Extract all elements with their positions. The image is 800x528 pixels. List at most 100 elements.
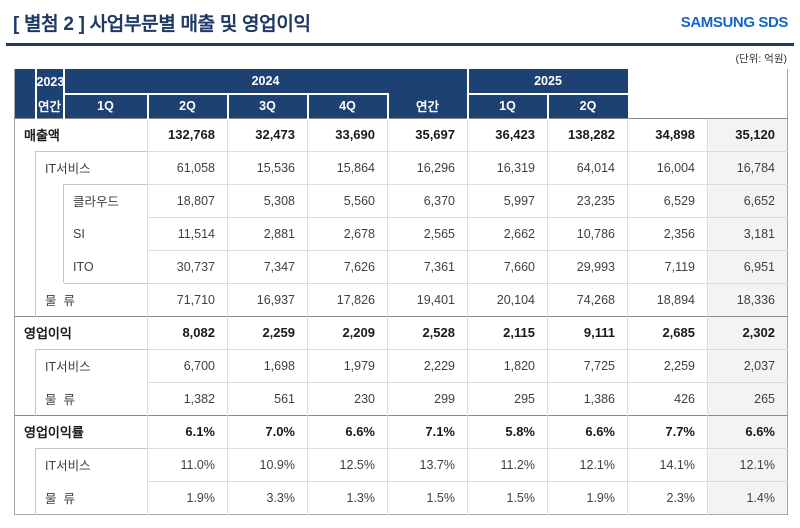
value-cell: 5.8% (467, 414, 548, 448)
indent-guide (35, 217, 64, 250)
value-cell: 34,898 (627, 117, 708, 151)
indent-guide (14, 349, 36, 382)
value-cell: 6,370 (387, 183, 468, 217)
value-cell: 7,119 (627, 249, 708, 283)
value-cell: 1,979 (307, 348, 388, 382)
period-header: 2Q (147, 93, 229, 118)
value-cell: 6.1% (147, 414, 228, 448)
value-cell: 2,302 (707, 315, 788, 349)
value-cell: 64,014 (547, 150, 628, 184)
indent-guide (35, 184, 64, 217)
table-row: ITO 30,737 7,347 7,626 7,361 7,660 29,993 7,119… (14, 249, 788, 283)
value-cell: 2.3% (627, 480, 708, 514)
value-cell: 10,786 (547, 216, 628, 250)
value-cell: 11,514 (147, 216, 228, 250)
value-cell: 561 (227, 381, 308, 415)
indent-guide (14, 151, 36, 184)
value-cell: 15,536 (227, 150, 308, 184)
period-header: 1Q (63, 93, 149, 118)
value-cell: 7,347 (227, 249, 308, 283)
value-cell: 1,386 (547, 381, 628, 415)
value-cell: 16,296 (387, 150, 468, 184)
value-cell: 6.6% (307, 414, 388, 448)
row-label: 클라우드 (63, 183, 148, 217)
value-cell: 2,678 (307, 216, 388, 250)
value-cell: 7,660 (467, 249, 548, 283)
indent-guide (14, 217, 36, 250)
value-cell: 8,082 (147, 315, 228, 349)
value-cell: 2,685 (627, 315, 708, 349)
value-cell: 2,037 (707, 348, 788, 382)
value-cell: 16,784 (707, 150, 788, 184)
value-cell: 1.5% (467, 480, 548, 514)
value-cell: 35,697 (387, 117, 468, 151)
indent-guide (14, 448, 36, 481)
value-cell: 16,004 (627, 150, 708, 184)
value-cell: 35,120 (707, 117, 788, 151)
page-header: [ 별첨 2 ] 사업부문별 매출 및 영업이익 SAMSUNG SDS (12, 9, 788, 36)
table-row: SI 11,514 2,881 2,678 2,565 2,662 10,786 2,356 3… (14, 216, 788, 250)
value-cell: 12.5% (307, 447, 388, 481)
period-header: 3Q (227, 93, 309, 118)
value-cell: 6,951 (707, 249, 788, 283)
value-cell: 71,710 (147, 282, 228, 316)
page-title: [ 별첨 2 ] 사업부문별 매출 및 영업이익 (13, 14, 311, 35)
value-cell: 2,881 (227, 216, 308, 250)
table-row: IT서비스 6,700 1,698 1,979 2,229 1,820 7,725 2,259… (14, 348, 788, 382)
row-label: 물 류 (45, 491, 75, 506)
row-label: SI (73, 226, 85, 241)
value-cell: 16,937 (227, 282, 308, 316)
value-cell: 1.4% (707, 480, 788, 514)
value-cell: 5,308 (227, 183, 308, 217)
value-cell: 17,826 (307, 282, 388, 316)
value-cell: 7.0% (227, 414, 308, 448)
value-cell: 132,768 (147, 117, 228, 151)
value-cell: 7,626 (307, 249, 388, 283)
value-cell: 2,662 (467, 216, 548, 250)
value-cell: 13.7% (387, 447, 468, 481)
value-cell: 2,259 (627, 348, 708, 382)
value-cell: 299 (387, 381, 468, 415)
period-header: 연간 (35, 94, 65, 118)
row-label: 매출액 (14, 117, 148, 151)
value-cell: 9,111 (547, 315, 628, 349)
table-header: 2023 2024 2025 연간 1Q 2Q 3Q 4Q 연간 1Q 2Q (14, 69, 788, 118)
indent-guide (35, 250, 64, 283)
table-row: IT서비스 11.0% 10.9% 12.5% 13.7% 11.2% 12.1% 14.1%… (14, 447, 788, 481)
row-label: 영업이익 (14, 315, 148, 349)
indent-guide (14, 250, 36, 283)
table-row: 물 류 1.9% 3.3% 1.3% 1.5% 1.5% 1.9% 2.3% 1.4% (14, 480, 788, 514)
value-cell: 18,807 (147, 183, 228, 217)
value-cell: 7,361 (387, 249, 468, 283)
value-cell: 30,737 (147, 249, 228, 283)
value-cell: 6.6% (707, 414, 788, 448)
value-cell: 2,565 (387, 216, 468, 250)
value-cell: 74,268 (547, 282, 628, 316)
value-cell: 1.5% (387, 480, 468, 514)
value-cell: 10.9% (227, 447, 308, 481)
value-cell: 5,560 (307, 183, 388, 217)
segment-financials-table: 2023 2024 2025 연간 1Q 2Q 3Q 4Q 연간 1Q 2Q 매출액 132,768 3… (14, 69, 788, 515)
table-row: 영업이익 8,082 2,259 2,209 2,528 2,115 9,111 2,685 2… (14, 315, 788, 349)
value-cell: 32,473 (227, 117, 308, 151)
value-cell: 1.3% (307, 480, 388, 514)
row-label: IT서비스 (35, 348, 148, 382)
title-divider (6, 43, 794, 46)
indent-guide (14, 481, 36, 514)
value-cell: 18,336 (707, 282, 788, 316)
value-cell: 230 (307, 381, 388, 415)
value-cell: 5,997 (467, 183, 548, 217)
table-row: 영업이익률 6.1% 7.0% 6.6% 7.1% 5.8% 6.6% 7.7% 6.6% (14, 414, 788, 448)
value-cell: 14.1% (627, 447, 708, 481)
value-cell: 61,058 (147, 150, 228, 184)
table-row: 물 류 71,710 16,937 17,826 19,401 20,104 74,268 1… (14, 282, 788, 316)
value-cell: 11.0% (147, 447, 228, 481)
value-cell: 1,820 (467, 348, 548, 382)
value-cell: 138,282 (547, 117, 628, 151)
year-header: 2025 (467, 69, 628, 94)
value-cell: 6,529 (627, 183, 708, 217)
value-cell: 1.9% (147, 480, 228, 514)
indent-guide (14, 283, 36, 316)
value-cell: 18,894 (627, 282, 708, 316)
table-row: 매출액 132,768 32,473 33,690 35,697 36,423 138,28… (14, 117, 788, 151)
